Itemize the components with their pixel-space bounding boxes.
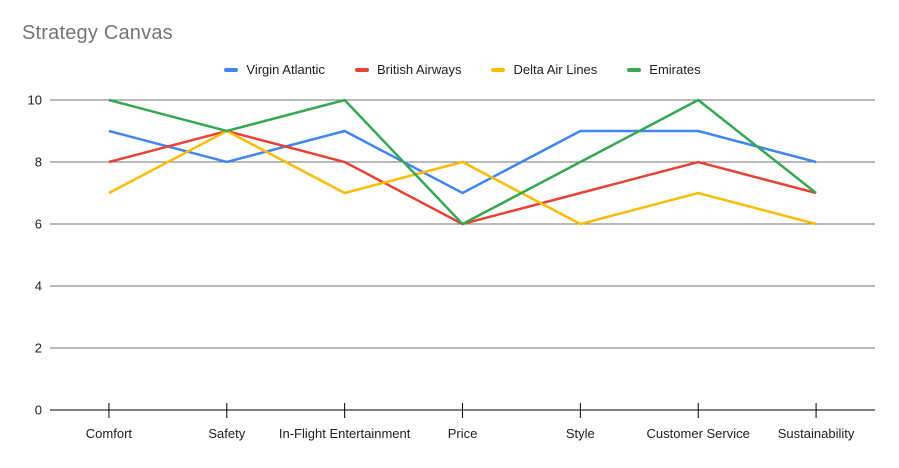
legend-swatch-icon [224, 67, 239, 72]
x-label-in-flight-entertainment: In-Flight Entertainment [279, 426, 411, 441]
legend-label: Emirates [649, 62, 701, 77]
y-label-2: 2 [35, 341, 42, 356]
series-line-delta-air-lines[interactable] [108, 129, 817, 226]
x-label-comfort: Comfort [86, 426, 133, 441]
legend-item-british-airways[interactable]: British Airways [354, 62, 462, 77]
legend-swatch-icon [491, 67, 506, 72]
x-label-safety: Safety [208, 426, 245, 441]
y-label-10: 10 [28, 93, 42, 108]
legend-label: Virgin Atlantic [246, 62, 325, 77]
legend-label: Delta Air Lines [513, 62, 598, 77]
series-line-british-airways[interactable] [108, 129, 817, 226]
chart-title: Strategy Canvas [22, 22, 173, 44]
legend-item-virgin-atlantic[interactable]: Virgin Atlantic [224, 62, 325, 77]
series-line-emirates[interactable] [108, 98, 817, 226]
y-label-0: 0 [35, 403, 42, 418]
x-label-sustainability: Sustainability [778, 426, 855, 441]
legend: Virgin Atlantic British Airways Delta Air … [50, 62, 875, 77]
legend-item-delta-air-lines[interactable]: Delta Air Lines [491, 62, 597, 77]
legend-swatch-icon [354, 67, 369, 72]
series-line-virgin-atlantic[interactable] [108, 129, 817, 195]
y-label-4: 4 [35, 279, 42, 294]
x-label-customer-service: Customer Service [647, 426, 750, 441]
legend-item-emirates[interactable]: Emirates [627, 62, 701, 77]
y-label-8: 8 [35, 155, 42, 170]
x-label-style: Style [566, 426, 595, 441]
y-label-6: 6 [35, 217, 42, 232]
legend-swatch-icon [627, 67, 642, 72]
x-label-price: Price [448, 426, 478, 441]
legend-label: British Airways [376, 62, 462, 77]
